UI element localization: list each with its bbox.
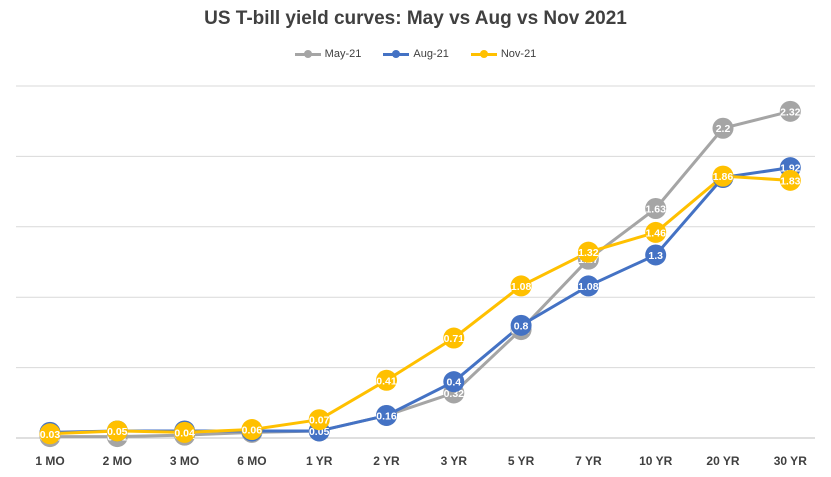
- x-tick-label: 20 YR: [706, 454, 739, 468]
- series-line-aug-21: [49, 166, 791, 434]
- x-tick-label: 6 MO: [237, 454, 266, 468]
- data-label: 0.04: [174, 427, 195, 439]
- data-label: 1.63: [645, 203, 666, 215]
- data-point: [39, 423, 61, 445]
- data-label: 0.06: [242, 425, 263, 437]
- data-label: 2.32: [780, 106, 801, 118]
- x-tick-label: 7 YR: [575, 454, 602, 468]
- data-point: [510, 275, 532, 297]
- data-point: [712, 117, 734, 139]
- data-label: 1.86: [713, 171, 734, 183]
- data-label: 2.2: [716, 123, 731, 135]
- legend-swatch-nov: [470, 49, 497, 59]
- data-point: [308, 409, 330, 431]
- legend-swatch-may: [294, 49, 321, 59]
- legend-entry-may: May-21: [294, 48, 362, 60]
- data-label: 1.46: [645, 227, 666, 239]
- x-tick-label: 5 YR: [508, 454, 535, 468]
- data-point: [376, 404, 397, 426]
- data-label: 0.16: [376, 410, 397, 422]
- data-label: 0.8: [514, 320, 529, 332]
- x-tick-label: 30 YR: [774, 454, 807, 468]
- data-label: 1.08: [578, 281, 599, 293]
- data-point: [779, 169, 801, 191]
- data-label: 0.05: [107, 426, 128, 438]
- data-label: 1.08: [511, 281, 532, 293]
- series-line-nov-21: [49, 174, 791, 436]
- data-label: 0.32: [444, 388, 465, 400]
- data-label: 0.41: [376, 375, 397, 387]
- data-point: [645, 197, 667, 219]
- legend-entry-aug: Aug-21: [383, 48, 449, 60]
- chart-title: US T-bill yield curves: May vs Aug vs No…: [204, 8, 627, 29]
- data-point: [106, 420, 128, 442]
- data-point: [645, 221, 667, 243]
- data-label: 0.4: [446, 377, 461, 389]
- legend-label-nov: Nov-21: [500, 48, 537, 60]
- x-tick-label: 10 YR: [639, 454, 672, 468]
- data-label: 0.07: [309, 415, 330, 427]
- legend-label-may: May-21: [324, 48, 362, 60]
- data-point: [241, 419, 263, 441]
- data-label: 0.03: [40, 429, 61, 441]
- x-tick-label: 1 MO: [35, 454, 64, 468]
- data-point: [174, 421, 196, 443]
- data-point: [645, 244, 667, 266]
- data-point: [443, 371, 465, 393]
- legend-swatch-aug: [383, 49, 410, 59]
- x-tick-label: 3 MO: [170, 454, 199, 468]
- series-line-may-21: [50, 109, 791, 439]
- data-label: 1.3: [648, 250, 663, 262]
- legend: May-21 Aug-21 Nov-21: [0, 48, 831, 60]
- x-tick-label: 2 MO: [103, 454, 132, 468]
- data-point: [577, 241, 599, 263]
- data-point: [376, 369, 397, 391]
- x-tick-label: 3 YR: [441, 454, 468, 468]
- data-point: [577, 275, 599, 297]
- data-label: 1.32: [578, 247, 599, 259]
- legend-label-aug: Aug-21: [413, 48, 449, 60]
- data-point: [712, 165, 734, 187]
- data-label: 1.83: [780, 175, 801, 187]
- data-label: 0.71: [444, 333, 465, 345]
- x-tick-label: 1 YR: [306, 454, 333, 468]
- data-point: [779, 100, 801, 122]
- data-point: [443, 327, 465, 349]
- data-label: 0.05: [309, 426, 330, 438]
- legend-entry-nov: Nov-21: [470, 48, 537, 60]
- x-tick-label: 2 YR: [373, 454, 400, 468]
- data-point: [510, 314, 532, 336]
